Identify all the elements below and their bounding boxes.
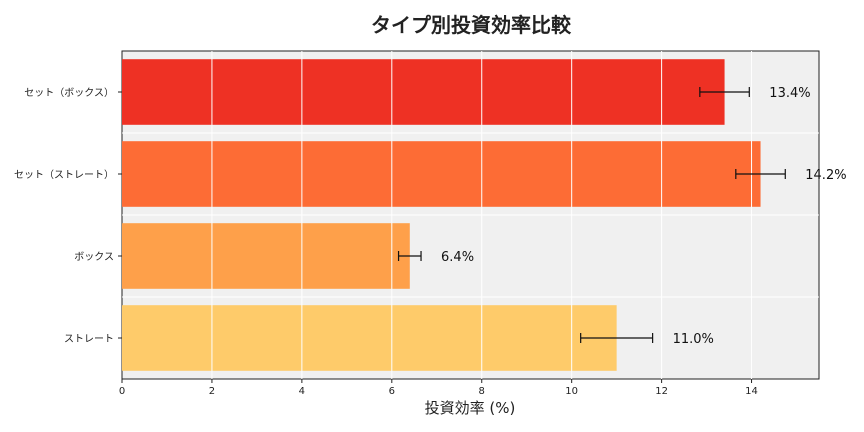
x-axis-label: 投資効率 (%): [425, 399, 516, 417]
x-tick-label: 6: [389, 386, 395, 397]
data-labels: 13.4% 14.2% 6.4% 11.0%: [441, 86, 847, 347]
data-label: 13.4%: [769, 86, 810, 101]
bar: [122, 305, 617, 371]
data-label: 14.2%: [805, 168, 846, 183]
x-tick-label: 14: [745, 386, 758, 397]
category-label: ストレート: [64, 334, 114, 345]
x-tick-label: 0: [119, 386, 125, 397]
x-tick-label: 2: [209, 386, 215, 397]
x-tick-label: 4: [299, 386, 305, 397]
chart-title: タイプ別投資効率比較: [371, 13, 572, 37]
x-tick-label: 10: [565, 386, 578, 397]
data-label: 6.4%: [441, 250, 474, 265]
grid-lines: [122, 51, 819, 379]
x-tick-label: 12: [655, 386, 668, 397]
error-bars: [397, 87, 786, 343]
bar: [122, 59, 725, 125]
category-label: セット（ボックス）: [24, 87, 114, 99]
category-label: セット（ストレート）: [14, 169, 114, 181]
category-label: ボックス: [74, 251, 114, 263]
x-tick-label: 8: [479, 386, 485, 397]
data-label: 11.0%: [673, 332, 714, 347]
bar: [122, 223, 410, 289]
x-axis-ticks: 0 2 4 6 8 10 12 14: [119, 379, 758, 397]
bars: [122, 59, 761, 371]
bar: [122, 141, 761, 207]
